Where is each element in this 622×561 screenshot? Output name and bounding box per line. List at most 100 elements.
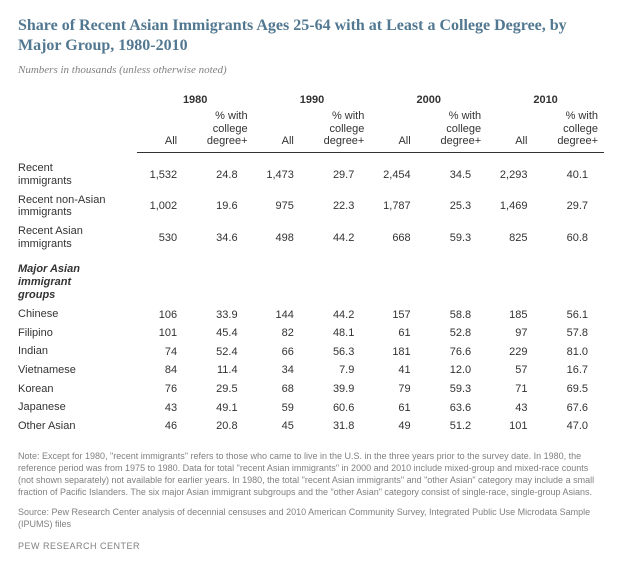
cell-pct: 52.8 [417,324,487,343]
cell-pct: 81.0 [533,342,604,361]
cell-all: 59 [254,398,300,417]
cell-pct: 49.1 [183,398,253,417]
cell-all: 97 [487,324,533,343]
cell-all: 46 [137,417,183,436]
table-title: Share of Recent Asian Immigrants Ages 25… [18,16,604,56]
cell-pct: 19.6 [183,191,253,222]
cell-pct: 20.8 [183,417,253,436]
cell-all: 84 [137,361,183,380]
year-header: 1980 [137,90,254,108]
cell-all: 2,293 [487,152,533,190]
cell-pct: 29.7 [533,191,604,222]
cell-pct: 60.8 [533,222,604,253]
cell-pct: 24.8 [183,152,253,190]
cell-pct: 31.8 [300,417,370,436]
col-all: All [254,108,300,152]
row-label: Korean [18,380,137,399]
cell-all: 185 [487,305,533,324]
cell-all: 43 [137,398,183,417]
cell-all: 1,532 [137,152,183,190]
cell-all: 106 [137,305,183,324]
col-pct: % withcollegedegree+ [300,108,370,152]
cell-all: 61 [370,398,416,417]
cell-all: 74 [137,342,183,361]
cell-all: 1,469 [487,191,533,222]
cell-pct: 69.5 [533,380,604,399]
cell-pct: 34.6 [183,222,253,253]
cell-all: 530 [137,222,183,253]
cell-all: 76 [137,380,183,399]
cell-pct: 63.6 [417,398,487,417]
column-header-row: All % withcollegedegree+ All % withcolle… [18,108,604,152]
row-label: Recent Asianimmigrants [18,222,137,253]
row-label: Filipino [18,324,137,343]
data-table: 1980 1990 2000 2010 All % withcollegedeg… [18,90,604,436]
cell-pct: 22.3 [300,191,370,222]
cell-all: 229 [487,342,533,361]
cell-pct: 40.1 [533,152,604,190]
section-header-row: Major Asianimmigrantgroups [18,253,604,305]
cell-pct: 51.2 [417,417,487,436]
cell-pct: 59.3 [417,380,487,399]
row-label: Indian [18,342,137,361]
cell-all: 101 [487,417,533,436]
table-row: Other Asian4620.84531.84951.210147.0 [18,417,604,436]
cell-pct: 59.3 [417,222,487,253]
cell-pct: 60.6 [300,398,370,417]
cell-all: 41 [370,361,416,380]
year-header: 2010 [487,90,604,108]
table-row: Korean7629.56839.97959.37169.5 [18,380,604,399]
cell-all: 498 [254,222,300,253]
cell-pct: 25.3 [417,191,487,222]
year-header: 2000 [370,90,487,108]
cell-pct: 56.3 [300,342,370,361]
col-pct: % withcollegedegree+ [417,108,487,152]
cell-pct: 16.7 [533,361,604,380]
cell-all: 61 [370,324,416,343]
cell-all: 57 [487,361,533,380]
cell-pct: 45.4 [183,324,253,343]
cell-all: 144 [254,305,300,324]
cell-pct: 48.1 [300,324,370,343]
cell-pct: 7.9 [300,361,370,380]
cell-all: 1,473 [254,152,300,190]
col-pct: % withcollegedegree+ [183,108,253,152]
row-label: Japanese [18,398,137,417]
col-all: All [370,108,416,152]
cell-pct: 56.1 [533,305,604,324]
col-pct: % withcollegedegree+ [533,108,604,152]
table-row: Chinese10633.914444.215758.818556.1 [18,305,604,324]
cell-pct: 39.9 [300,380,370,399]
cell-pct: 57.8 [533,324,604,343]
cell-all: 79 [370,380,416,399]
org-footer: PEW RESEARCH CENTER [18,541,604,551]
cell-all: 101 [137,324,183,343]
table-row: Recentimmigrants1,53224.81,47329.72,4543… [18,152,604,190]
cell-pct: 47.0 [533,417,604,436]
table-row: Recent Asianimmigrants53034.649844.26685… [18,222,604,253]
cell-pct: 44.2 [300,305,370,324]
cell-all: 34 [254,361,300,380]
table-subtitle: Numbers in thousands (unless otherwise n… [18,64,604,76]
year-header-row: 1980 1990 2000 2010 [18,90,604,108]
table-note: Note: Except for 1980, "recent immigrant… [18,450,604,499]
cell-all: 975 [254,191,300,222]
cell-pct: 12.0 [417,361,487,380]
cell-all: 45 [254,417,300,436]
table-row: Filipino10145.48248.16152.89757.8 [18,324,604,343]
cell-all: 82 [254,324,300,343]
table-row: Recent non-Asianimmigrants1,00219.697522… [18,191,604,222]
row-label: Recentimmigrants [18,152,137,190]
cell-all: 668 [370,222,416,253]
cell-pct: 11.4 [183,361,253,380]
cell-all: 66 [254,342,300,361]
cell-pct: 33.9 [183,305,253,324]
cell-all: 71 [487,380,533,399]
table-row: Indian7452.46656.318176.622981.0 [18,342,604,361]
cell-pct: 58.8 [417,305,487,324]
col-all: All [487,108,533,152]
cell-all: 68 [254,380,300,399]
cell-all: 1,002 [137,191,183,222]
cell-all: 2,454 [370,152,416,190]
row-label: Chinese [18,305,137,324]
